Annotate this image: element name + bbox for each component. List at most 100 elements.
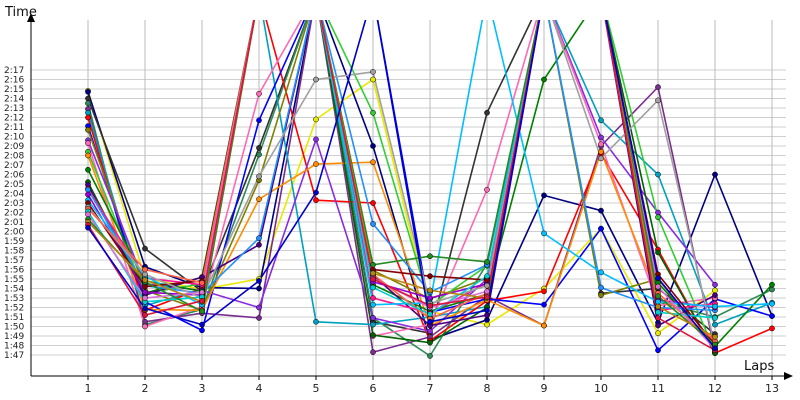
- data-point: [199, 308, 205, 315]
- data-point: [256, 285, 262, 292]
- data-point: [712, 334, 718, 340]
- data-point: [712, 171, 718, 178]
- data-point: [598, 225, 604, 232]
- data-point: [85, 89, 91, 95]
- data-point: [655, 322, 661, 329]
- y-tick-label: 1:55: [4, 275, 24, 285]
- data-point: [712, 345, 718, 352]
- data-point: [427, 302, 433, 309]
- data-point: [370, 315, 376, 321]
- y-axis-title: Time: [4, 5, 37, 20]
- x-tick-label: 3: [199, 382, 206, 395]
- x-tick-label: 13: [765, 382, 779, 395]
- x-tick-label: 5: [313, 382, 320, 395]
- y-tick-label: 2:06: [4, 171, 24, 181]
- x-tick-label: 10: [594, 382, 608, 395]
- data-point: [313, 136, 319, 143]
- x-tick-label: 6: [370, 382, 377, 395]
- data-point: [484, 186, 490, 193]
- data-point: [313, 197, 319, 203]
- y-tick-label: 1:47: [4, 351, 24, 361]
- data-point: [427, 311, 433, 317]
- data-point: [370, 76, 376, 83]
- y-tick-label: 1:59: [4, 237, 24, 247]
- y-tick-label: 2:03: [4, 199, 24, 209]
- data-point: [427, 339, 433, 346]
- y-tick-label: 2:16: [4, 76, 24, 86]
- data-point: [370, 221, 376, 227]
- data-point: [85, 166, 91, 173]
- data-point: [655, 97, 661, 104]
- data-point: [541, 192, 547, 199]
- data-point: [769, 286, 775, 293]
- series-line: [87, 20, 716, 354]
- data-point: [484, 307, 490, 314]
- y-tick-label: 1:57: [4, 256, 24, 266]
- y-tick-label: 2:05: [4, 180, 24, 190]
- y-axis-arrow-icon: [27, 13, 35, 22]
- y-tick-label: 2:14: [4, 95, 24, 105]
- y-tick-label: 1:58: [4, 247, 24, 257]
- data-point: [85, 127, 91, 133]
- data-point: [85, 114, 91, 121]
- series-line: [87, 149, 716, 344]
- data-point: [769, 325, 775, 332]
- data-point: [313, 189, 319, 196]
- data-point: [598, 117, 604, 124]
- data-point: [598, 148, 604, 155]
- x-tick-label: 11: [651, 382, 665, 395]
- data-point: [256, 90, 262, 97]
- y-tick-label: 2:09: [4, 142, 24, 152]
- y-tick-label: 2:12: [4, 114, 24, 124]
- data-point: [541, 230, 547, 237]
- data-point: [541, 301, 547, 308]
- y-tick-label: 1:48: [4, 342, 24, 352]
- data-point: [712, 303, 718, 310]
- data-point: [142, 271, 148, 278]
- data-point: [598, 284, 604, 291]
- data-point: [541, 322, 547, 329]
- x-tick-label: 9: [541, 382, 548, 395]
- data-point: [598, 155, 604, 162]
- data-point: [142, 245, 148, 252]
- data-point: [655, 214, 661, 221]
- data-point: [142, 289, 148, 296]
- y-tick-label: 1:51: [4, 313, 24, 323]
- data-point: [484, 312, 490, 318]
- data-point: [256, 304, 262, 311]
- y-tick-label: 2:13: [4, 104, 24, 114]
- data-point: [427, 353, 433, 359]
- data-point: [313, 318, 319, 325]
- y-tick-label: 2:07: [4, 161, 24, 171]
- data-point: [256, 235, 262, 241]
- data-point: [655, 309, 661, 316]
- data-point: [655, 303, 661, 310]
- data-point: [598, 269, 604, 276]
- data-point: [199, 298, 205, 304]
- y-tick-label: 1:54: [4, 285, 24, 295]
- data-point: [598, 292, 604, 298]
- x-tick-label: 8: [484, 382, 491, 395]
- y-tick-label: 2:02: [4, 209, 24, 219]
- series-line: [87, 20, 716, 312]
- y-tick-label: 2:11: [4, 123, 24, 133]
- data-point: [313, 76, 319, 83]
- data-point: [256, 241, 262, 248]
- data-point: [655, 84, 661, 90]
- data-point: [85, 211, 91, 218]
- x-axis-arrow-icon: [784, 372, 793, 380]
- y-tick-label: 1:50: [4, 323, 24, 333]
- data-point: [370, 261, 376, 268]
- data-point: [256, 278, 262, 284]
- y-tick-label: 1:52: [4, 304, 24, 314]
- data-point: [85, 95, 91, 102]
- data-point: [712, 281, 718, 288]
- data-point: [142, 295, 148, 301]
- x-tick-label: 2: [142, 382, 149, 395]
- y-tick-label: 2:08: [4, 152, 24, 162]
- data-point: [370, 284, 376, 291]
- data-point: [256, 117, 262, 124]
- x-axis-title: Laps: [744, 359, 774, 374]
- series-points: [85, 69, 775, 359]
- data-point: [655, 283, 661, 290]
